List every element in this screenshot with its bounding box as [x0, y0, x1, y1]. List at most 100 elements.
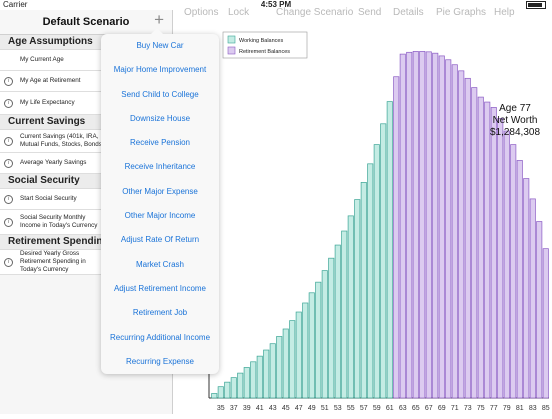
menu-item-other-major-income[interactable]: Other Major Income: [124, 211, 196, 221]
sidebar-header: Default Scenario +: [0, 10, 172, 35]
pie-graphs-button[interactable]: Pie Graphs: [436, 7, 487, 18]
bar-retirement-73: [464, 77, 471, 399]
x-tick-label: 51: [321, 405, 329, 412]
menu-item-other-major-expense[interactable]: Other Major Expense: [122, 186, 198, 196]
info-icon[interactable]: i: [4, 258, 13, 267]
info-icon[interactable]: i: [4, 137, 13, 146]
bar-retirement-64: [406, 51, 413, 399]
legend-swatch: [227, 46, 236, 55]
x-tick-label: 83: [529, 405, 537, 412]
x-tick-label: 85: [542, 405, 550, 412]
legend-box: [222, 31, 308, 59]
bar-working-55: [347, 215, 354, 399]
x-tick-label: 75: [477, 405, 485, 412]
row-label: Average Yearly Savings: [20, 159, 87, 166]
x-tick-label: 81: [516, 405, 524, 412]
bar-working-42: [263, 349, 270, 399]
menu-item-recurring-additional-income[interactable]: Recurring Additional Income: [109, 332, 211, 342]
bar-retirement-72: [458, 70, 465, 399]
bar-retirement-78: [497, 118, 504, 399]
net-worth-annotation-line: $1,284,308: [490, 127, 540, 138]
bar-working-46: [289, 320, 296, 399]
menu-item-receive-inheritance[interactable]: Receive Inheritance: [124, 162, 196, 172]
row-label: My Current Age: [20, 56, 64, 63]
menu-item-receive-pension[interactable]: Receive Pension: [129, 138, 191, 148]
x-tick-label: 59: [373, 405, 381, 412]
bar-working-45: [282, 328, 289, 399]
bar-working-56: [354, 199, 361, 399]
info-icon[interactable]: i: [4, 99, 13, 108]
bar-working-39: [243, 367, 250, 399]
bar-working-53: [334, 244, 341, 399]
bar-retirement-66: [419, 51, 426, 399]
popover-arrow: [151, 28, 163, 34]
row-label: Current Savings (401k, IRA, Mutual Funds…: [20, 133, 102, 148]
chart-svg: 35 37 39 41 43 45 47 49 51 53 55 57 59 61 63 65 67 69 71 73…: [208, 31, 550, 412]
bar-working-37: [230, 377, 237, 399]
menu-item-major-home-improvement[interactable]: Major Home Improvement: [113, 65, 207, 75]
change-scenario-button[interactable]: Change Scenario: [276, 7, 354, 18]
info-icon[interactable]: i: [4, 195, 13, 204]
x-tick-label: 69: [438, 405, 446, 412]
x-tick-label: 55: [347, 405, 355, 412]
bar-working-41: [256, 355, 263, 399]
bar-working-54: [341, 230, 348, 399]
menu-item-recurring-expense[interactable]: Recurring Expense: [125, 356, 195, 366]
net-worth-annotation-line: Age 77: [499, 103, 531, 114]
options-button[interactable]: Options: [184, 7, 219, 18]
x-tick-label: 73: [464, 405, 472, 412]
menu-item-market-crash[interactable]: Market Crash: [135, 259, 184, 269]
events-popover: Buy New Car Major Home Improvement Send Ch…: [101, 28, 219, 374]
bar-working-50: [315, 281, 322, 399]
bar-retirement-65: [412, 51, 419, 399]
row-label: Social Security Monthly Income in Today'…: [20, 214, 98, 229]
x-tick-label: 49: [308, 405, 316, 412]
info-icon[interactable]: i: [4, 218, 13, 227]
x-tick-label: 53: [334, 405, 342, 412]
bar-retirement-70: [445, 59, 452, 399]
menu-item-buy-new-car[interactable]: Buy New Car: [136, 41, 184, 50]
bar-working-38: [237, 372, 244, 399]
menu-item-downsize-house[interactable]: Downsize House: [129, 113, 191, 123]
bar-retirement-76: [484, 101, 491, 399]
x-tick-label: 47: [295, 405, 303, 412]
menu-item-retirement-job[interactable]: Retirement Job: [132, 308, 188, 318]
row-label: Start Social Security: [20, 195, 77, 202]
send-button[interactable]: Send: [358, 7, 382, 18]
clock: 4:53 PM: [260, 0, 292, 9]
bar-retirement-85: [542, 248, 549, 399]
bar-working-40: [250, 361, 257, 399]
status-bar: Carrier 4:53 PM: [0, 0, 552, 10]
row-label: Desired Yearly Gross Retirement Spending…: [20, 250, 86, 273]
bar-retirement-63: [399, 53, 406, 399]
bar-working-49: [308, 292, 315, 399]
scenario-title: Default Scenario: [42, 16, 130, 28]
menu-item-adjust-retirement-income[interactable]: Adjust Retirement Income: [113, 283, 207, 293]
plus-icon[interactable]: +: [154, 10, 164, 29]
info-icon[interactable]: i: [4, 159, 13, 168]
bar-retirement-75: [477, 96, 484, 399]
x-tick-label: 43: [269, 405, 277, 412]
bar-working-59: [373, 144, 380, 399]
bar-working-61: [386, 101, 393, 399]
bar-retirement-68: [432, 52, 439, 399]
details-button[interactable]: Details: [393, 7, 424, 18]
bar-retirement-79: [503, 130, 510, 399]
x-tick-label: 67: [425, 405, 433, 412]
info-icon[interactable]: i: [4, 77, 13, 86]
legend-label: Working Balances: [239, 38, 283, 44]
x-tick-label: 39: [243, 405, 251, 412]
x-tick-label: 37: [230, 405, 238, 412]
menu-item-send-child-to-college[interactable]: Send Child to College: [121, 89, 199, 99]
bar-retirement-69: [438, 55, 445, 399]
bar-working-51: [321, 270, 328, 399]
bar-working-58: [367, 163, 374, 399]
menu-item-adjust-rate-of-return[interactable]: Adjust Rate Of Return: [120, 235, 200, 245]
help-button[interactable]: Help: [494, 7, 515, 18]
bar-retirement-84: [536, 221, 543, 399]
lock-button[interactable]: Lock: [228, 7, 250, 18]
x-tick-label: 45: [282, 405, 290, 412]
bar-retirement-81: [516, 160, 523, 399]
bar-working-34: [211, 393, 218, 399]
bar-working-44: [276, 336, 283, 399]
